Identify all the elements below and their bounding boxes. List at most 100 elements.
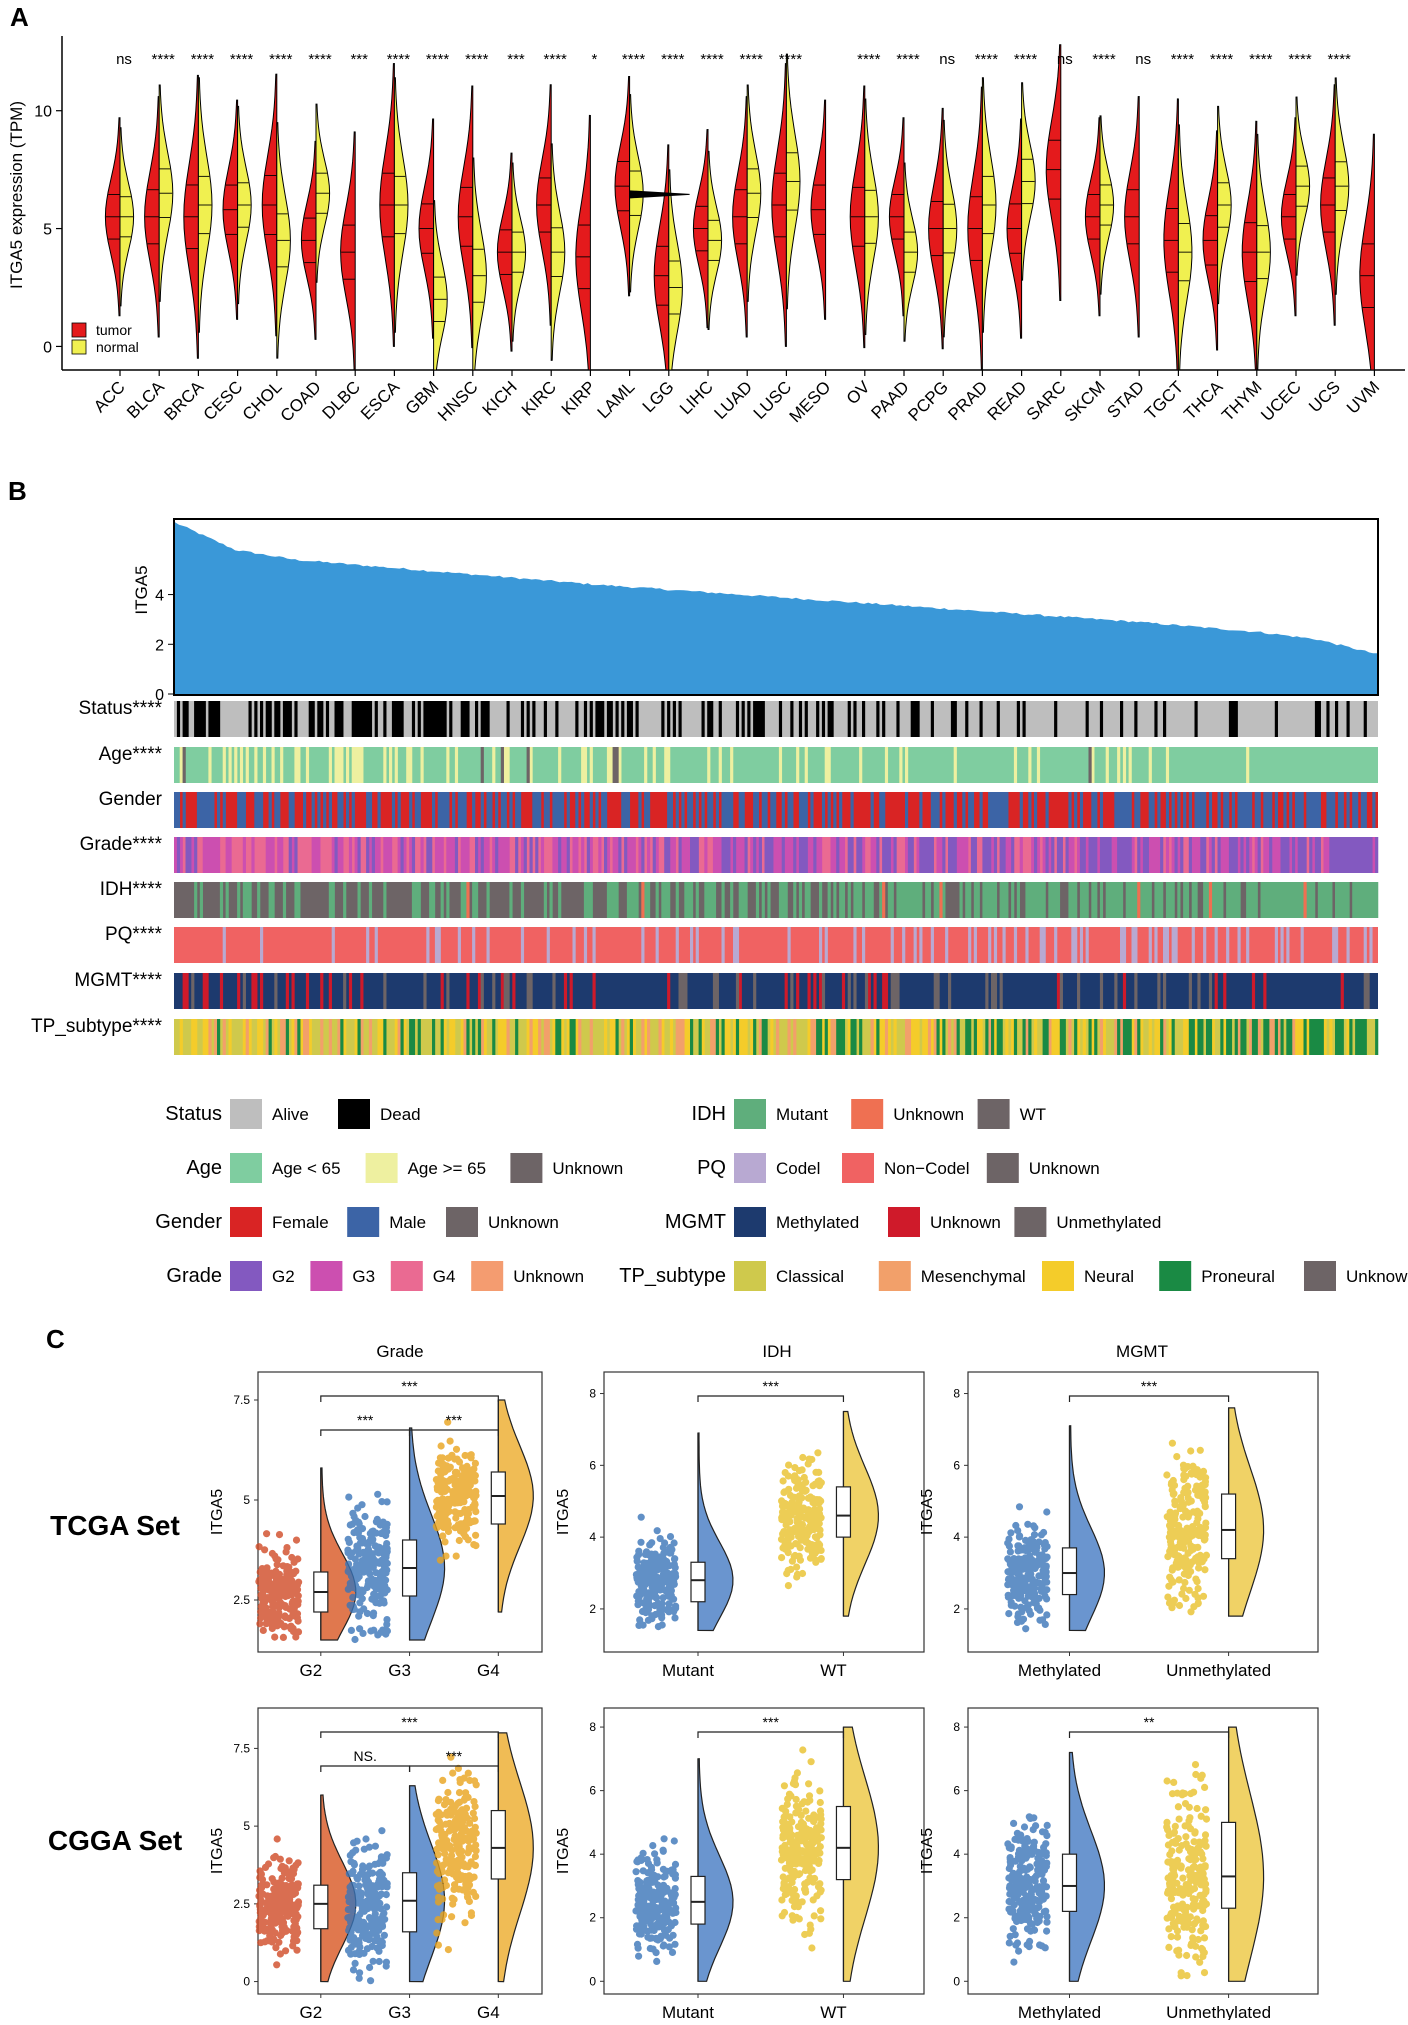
c-xtick-label: G4 bbox=[477, 2003, 500, 2020]
a-significance-label: **** bbox=[465, 51, 489, 68]
a-significance-label: **** bbox=[1249, 51, 1273, 68]
b-legend-title: MGMT bbox=[665, 1211, 726, 1233]
c-plot-frame bbox=[257, 1707, 543, 1995]
a-significance-label: ns bbox=[116, 51, 132, 68]
b-track-label: Gender bbox=[99, 789, 163, 810]
c-plot-frame bbox=[967, 1707, 1319, 1995]
c-comparison-bracket bbox=[697, 1395, 845, 1402]
c-comparison-label: *** bbox=[446, 1412, 463, 1428]
a-significance-label: **** bbox=[1328, 51, 1352, 68]
a-significance-label: **** bbox=[975, 51, 999, 68]
legend-tumor-label: tumor bbox=[96, 322, 132, 338]
c-comparison-label: ** bbox=[1144, 1714, 1155, 1730]
c-box bbox=[490, 1471, 506, 1525]
b-legend-label: WT bbox=[1020, 1105, 1046, 1124]
a-violin-tumor bbox=[1241, 120, 1258, 371]
b-legend-swatch bbox=[338, 1099, 370, 1129]
c-ytick-label: 6 bbox=[953, 1784, 960, 1798]
b-track-base bbox=[174, 701, 1378, 737]
b-legend-swatch bbox=[1304, 1261, 1336, 1291]
c-comparison-bracket bbox=[697, 1731, 845, 1738]
b-legend-swatch bbox=[1042, 1261, 1074, 1291]
c-box bbox=[835, 1486, 852, 1538]
a-violin-tumor bbox=[575, 114, 591, 371]
c-xtick-label: Methylated bbox=[1018, 1661, 1101, 1680]
c-ytick-label: 2 bbox=[589, 1602, 596, 1616]
panel-a-significance: ns **** **** **** **** **** *** * *** * *** * *** * **… bbox=[116, 51, 1351, 68]
c-comparison-label: *** bbox=[1141, 1378, 1158, 1394]
c-plot-frame bbox=[257, 1371, 543, 1653]
legend-tumor-swatch bbox=[71, 322, 87, 338]
c-comparison-label: *** bbox=[357, 1412, 374, 1428]
c-ytick-label: 8 bbox=[589, 1720, 596, 1734]
c-comparison-bracket bbox=[408, 1765, 499, 1772]
c-xtick-label: Mutant bbox=[662, 2003, 714, 2020]
c-comparison-bracket bbox=[1068, 1395, 1230, 1402]
b-legend-swatch bbox=[230, 1207, 262, 1237]
b-legend-swatch bbox=[230, 1099, 262, 1129]
panel-b-label: B bbox=[8, 476, 27, 506]
b-legend-label: Alive bbox=[272, 1105, 309, 1124]
c-half-violin bbox=[497, 1399, 534, 1613]
c-half-violin bbox=[1068, 1751, 1105, 1982]
b-legend-label: G4 bbox=[433, 1267, 456, 1286]
c-data-points bbox=[632, 1513, 680, 1631]
c-data-points bbox=[344, 1490, 391, 1644]
a-significance-label: **** bbox=[857, 51, 881, 68]
b-legend-swatch bbox=[734, 1261, 766, 1291]
b-track-label: Grade**** bbox=[80, 834, 163, 855]
c-ytick-label: 6 bbox=[589, 1784, 596, 1798]
a-significance-label: **** bbox=[152, 51, 176, 68]
c-comparison-bracket bbox=[320, 1731, 499, 1738]
a-significance-label: **** bbox=[1092, 51, 1116, 68]
c-ytick-label: 0 bbox=[243, 1975, 250, 1989]
panel-a-violins bbox=[104, 44, 1375, 371]
c-ylabel: ITGA5 bbox=[555, 1489, 572, 1535]
b-legend-label: Unknown bbox=[488, 1213, 559, 1232]
c-box bbox=[835, 1805, 852, 1881]
c-half-violin bbox=[1227, 1407, 1265, 1617]
b-track-label: PQ**** bbox=[105, 924, 163, 945]
c-ytick-label: 4 bbox=[589, 1530, 596, 1544]
b-legend-label: Unknown bbox=[1346, 1267, 1408, 1286]
b-legend-label: Female bbox=[272, 1213, 329, 1232]
panel-b-annotation-tracks: Status**** Age**** Gender Grade**** IDH**** P… bbox=[31, 698, 1379, 1055]
panel-c-plots: ITGA5 2.5 5 7.5 G2 G3 G4 *** *** *** ITGA5 2 4 6 8 Muta… bbox=[209, 1371, 1319, 2022]
c-comparison-bracket bbox=[320, 1395, 499, 1402]
b-legend-label: Codel bbox=[776, 1159, 820, 1178]
b-legend-swatch bbox=[734, 1153, 766, 1183]
c-col-title-grade: Grade bbox=[376, 1342, 423, 1361]
c-data-points bbox=[777, 1449, 825, 1590]
b-track-label: TP_subtype**** bbox=[31, 1016, 163, 1037]
b-legend-title: TP_subtype bbox=[619, 1265, 726, 1287]
c-xtick-label: WT bbox=[820, 2003, 846, 2020]
c-data-points bbox=[777, 1746, 825, 1952]
c-ylabel: ITGA5 bbox=[555, 1828, 572, 1874]
a-ytick-label: 10 bbox=[34, 104, 52, 121]
b-legend-swatch bbox=[365, 1153, 398, 1183]
b-track-label: Age**** bbox=[99, 744, 163, 765]
b-legend-label: Neural bbox=[1084, 1267, 1134, 1286]
c-half-violin bbox=[497, 1732, 534, 1983]
c-half-violin bbox=[1068, 1425, 1105, 1632]
c-ytick-label: 0 bbox=[589, 1974, 596, 1988]
b-ytick-label: 4 bbox=[155, 588, 164, 605]
b-legend-label: Male bbox=[389, 1213, 426, 1232]
a-violin-normal bbox=[472, 157, 487, 371]
b-legend-label: Unknown bbox=[552, 1159, 623, 1178]
b-track-base bbox=[174, 927, 1378, 963]
a-significance-label: ns bbox=[1135, 51, 1151, 68]
a-significance-label: **** bbox=[191, 51, 215, 68]
a-violin-normal bbox=[1177, 124, 1193, 371]
b-legend-label: Unknown bbox=[513, 1267, 584, 1286]
b-track-base bbox=[174, 973, 1378, 1009]
a-significance-label: **** bbox=[1210, 51, 1234, 68]
c-box bbox=[490, 1809, 506, 1880]
a-significance-label: **** bbox=[426, 51, 450, 68]
b-legend-swatch bbox=[347, 1207, 380, 1237]
c-box bbox=[1061, 1547, 1078, 1596]
c-xtick-label: G2 bbox=[299, 2003, 322, 2020]
b-track-segment bbox=[174, 792, 1376, 828]
a-significance-label: **** bbox=[779, 51, 803, 68]
b-legend-label: Proneural bbox=[1201, 1267, 1275, 1286]
